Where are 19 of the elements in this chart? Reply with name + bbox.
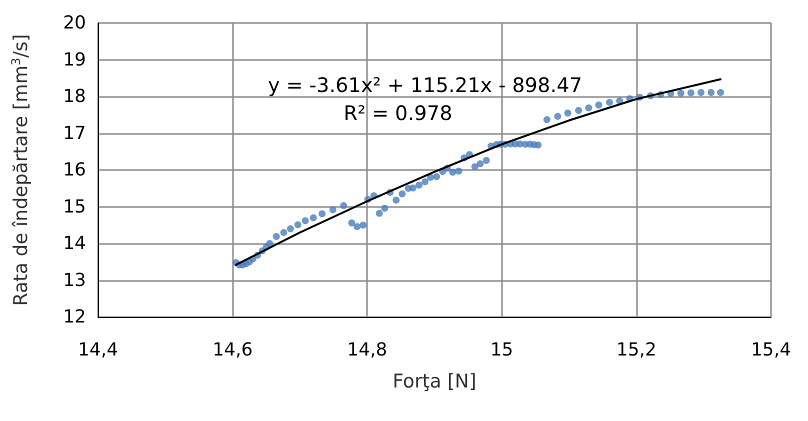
y-tick-label: 20: [63, 12, 86, 34]
y-tick-label: 15: [63, 196, 86, 218]
x-tick-label: 14,4: [78, 340, 118, 360]
x-tick-label: 14,8: [347, 340, 388, 360]
annotation: R² = 0.978: [344, 101, 452, 125]
y-tick-label: 19: [63, 49, 86, 70]
y-tick-label: 16: [63, 160, 86, 180]
y-tick-label: 17: [63, 122, 86, 144]
x-tick-label: 15: [490, 340, 514, 360]
y-tick-label: 14: [63, 233, 86, 254]
x-tick-label: 14,6: [212, 340, 253, 360]
y-tick-label: 13: [63, 270, 86, 291]
x-tick-label: 15,2: [616, 340, 656, 360]
annotation: y = -3.61x² + 115.21x - 898.47: [268, 73, 582, 97]
y-tick-label: 12: [63, 306, 86, 328]
x-axis-title: Forţa [N]: [392, 370, 476, 392]
x-tick-label: 15,4: [750, 340, 792, 360]
y-tick-label: 18: [63, 86, 86, 107]
y-axis-title: Rata de îndepărtare [mm3/s]: [9, 34, 32, 306]
